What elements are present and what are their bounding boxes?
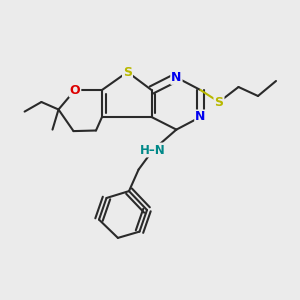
Text: H–N: H–N [140, 143, 166, 157]
Text: N: N [195, 110, 206, 124]
Text: O: O [70, 83, 80, 97]
Text: S: S [123, 65, 132, 79]
Text: S: S [214, 95, 224, 109]
Text: N: N [171, 71, 182, 84]
